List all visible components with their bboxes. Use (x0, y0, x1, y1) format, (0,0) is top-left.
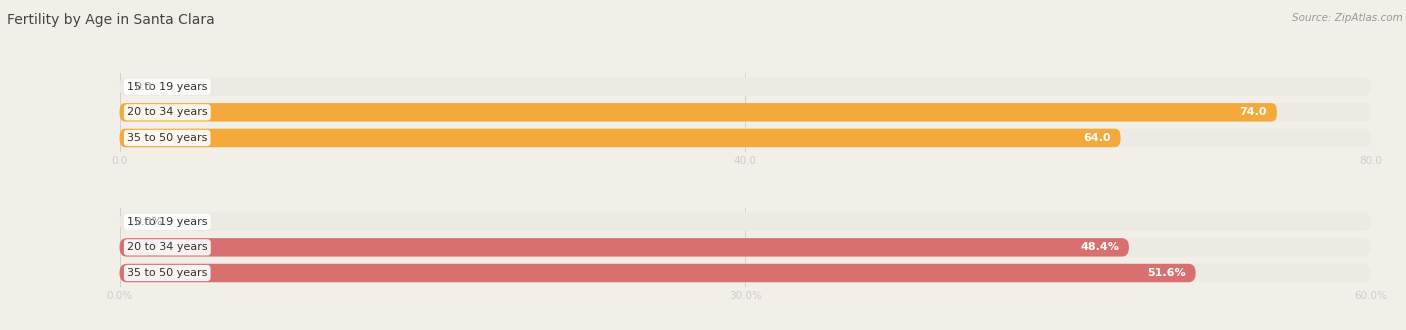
FancyBboxPatch shape (120, 103, 1371, 121)
Text: 35 to 50 years: 35 to 50 years (127, 133, 208, 143)
Text: 0.0: 0.0 (135, 82, 152, 92)
FancyBboxPatch shape (120, 264, 1371, 282)
FancyBboxPatch shape (120, 238, 1371, 257)
Text: 15 to 19 years: 15 to 19 years (127, 217, 208, 227)
FancyBboxPatch shape (120, 129, 1371, 147)
FancyBboxPatch shape (120, 238, 1129, 257)
Text: 64.0: 64.0 (1083, 133, 1111, 143)
Text: 20 to 34 years: 20 to 34 years (127, 107, 208, 117)
FancyBboxPatch shape (120, 103, 1277, 121)
FancyBboxPatch shape (120, 129, 1121, 147)
Text: 20 to 34 years: 20 to 34 years (127, 242, 208, 252)
Text: 0.0%: 0.0% (135, 217, 163, 227)
Text: Source: ZipAtlas.com: Source: ZipAtlas.com (1292, 13, 1403, 23)
Text: 15 to 19 years: 15 to 19 years (127, 82, 208, 92)
Text: 48.4%: 48.4% (1080, 242, 1119, 252)
Text: Fertility by Age in Santa Clara: Fertility by Age in Santa Clara (7, 13, 215, 27)
FancyBboxPatch shape (120, 213, 1371, 231)
FancyBboxPatch shape (120, 78, 1371, 96)
Text: 35 to 50 years: 35 to 50 years (127, 268, 208, 278)
FancyBboxPatch shape (120, 264, 1195, 282)
Text: 74.0: 74.0 (1240, 107, 1267, 117)
Text: 51.6%: 51.6% (1147, 268, 1185, 278)
